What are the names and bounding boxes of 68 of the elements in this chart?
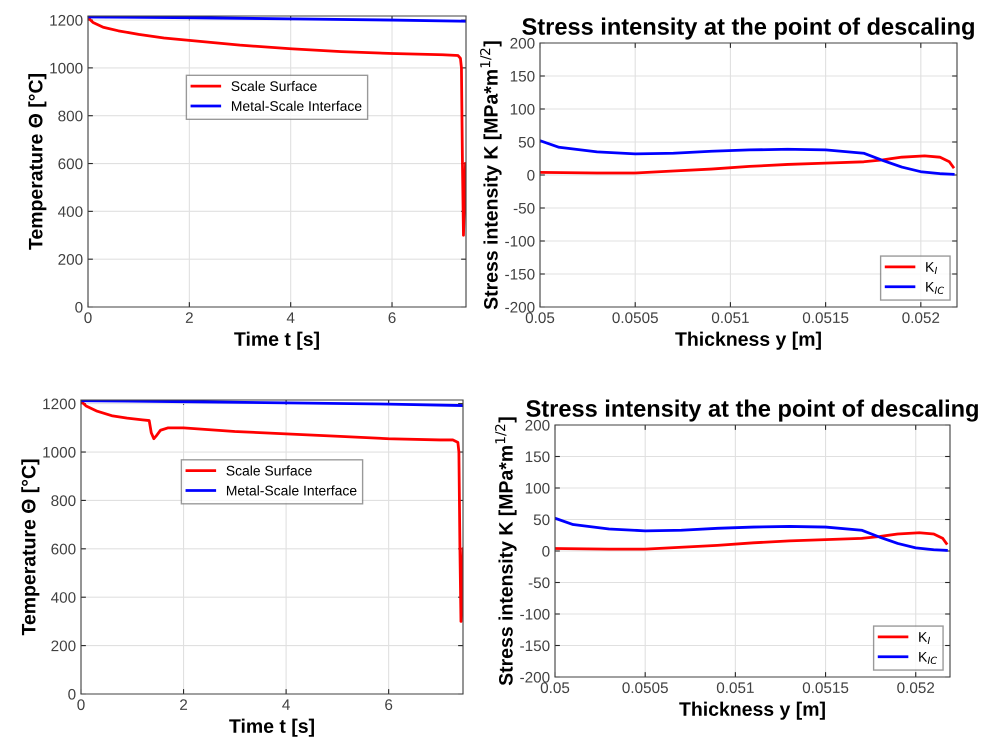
y-tick-label: -200 bbox=[505, 302, 535, 313]
x-tick-label: 0.05 bbox=[526, 312, 554, 324]
y-tick-label: 150 bbox=[510, 70, 535, 82]
y-tick-label: 400 bbox=[58, 206, 83, 218]
x-tick-label: 4 bbox=[282, 699, 290, 710]
legend-label: K$_{IC}$ bbox=[926, 282, 944, 294]
y-tick-label: 400 bbox=[51, 592, 76, 603]
x-tick-label: 0 bbox=[84, 312, 92, 324]
y-axis-title: Stress intensity K [MPa*m$^{1/2}$] bbox=[480, 41, 502, 310]
legend-label: K$_{I}$ bbox=[926, 262, 938, 274]
line-series bbox=[555, 531, 948, 550]
y-tick-label: 1200 bbox=[43, 398, 76, 410]
y-tick-label: 600 bbox=[58, 158, 83, 170]
y-axis-title: Temperature Θ [°C] bbox=[21, 460, 40, 636]
line-series bbox=[540, 154, 955, 174]
y-tick-label: 0 bbox=[75, 302, 83, 313]
y-tick-label: -50 bbox=[514, 202, 535, 214]
y-axis-title: Stress intensity K [MPa*m$^{1/2}$] bbox=[495, 417, 517, 686]
y-axis-title: Temperature Θ [°C] bbox=[28, 74, 46, 250]
line-series bbox=[555, 516, 948, 552]
y-tick-label: 1000 bbox=[50, 62, 83, 74]
x-axis-title: Thickness y [m] bbox=[675, 332, 821, 350]
y-tick-label: 100 bbox=[510, 104, 535, 115]
x-tick-label: 0.05 bbox=[540, 682, 570, 694]
x-tick-label: 0.0505 bbox=[622, 682, 668, 694]
y-tick-label: -200 bbox=[520, 672, 550, 683]
y-tick-label: 1000 bbox=[43, 446, 76, 458]
y-tick-label: 50 bbox=[518, 136, 535, 148]
x-tick-label: 4 bbox=[286, 312, 294, 323]
x-tick-label: 0.0505 bbox=[612, 312, 658, 324]
y-tick-label: 0 bbox=[527, 170, 535, 181]
y-tick-label: 800 bbox=[51, 495, 76, 506]
y-tick-label: -50 bbox=[528, 577, 550, 588]
x-axis-title: Time t [s] bbox=[234, 332, 319, 350]
x-tick-label: 0.051 bbox=[716, 682, 754, 694]
legend-label: Scale Surface bbox=[226, 465, 312, 476]
x-tick-label: 0.0515 bbox=[802, 682, 848, 694]
y-tick-label: -150 bbox=[505, 268, 535, 280]
x-tick-label: 0.052 bbox=[897, 682, 934, 694]
y-tick-label: 0 bbox=[542, 546, 550, 557]
x-tick-label: 0.052 bbox=[902, 312, 940, 324]
x-axis-title: Time t [s] bbox=[229, 718, 314, 737]
y-tick-label: 800 bbox=[58, 110, 83, 122]
y-tick-label: 1200 bbox=[50, 14, 83, 26]
x-tick-label: 0.051 bbox=[712, 312, 749, 324]
legend-label: K$_{IC}$ bbox=[919, 652, 938, 664]
y-tick-label: 600 bbox=[51, 544, 76, 554]
y-tick-label: -100 bbox=[520, 608, 550, 620]
y-tick-label: 200 bbox=[51, 640, 76, 652]
x-axis-title: Thickness y [m] bbox=[679, 702, 825, 720]
y-tick-label: 100 bbox=[526, 482, 550, 494]
y-tick-label: 200 bbox=[525, 420, 550, 431]
y-tick-label: 50 bbox=[534, 514, 550, 526]
legend-label: Metal-Scale Interface bbox=[232, 100, 362, 111]
legend-label: Metal-Scale Interface bbox=[226, 485, 356, 496]
y-tick-label: 200 bbox=[510, 38, 535, 49]
x-tick-label: 2 bbox=[180, 699, 188, 710]
x-tick-label: 0.0515 bbox=[802, 312, 848, 324]
y-tick-label: -100 bbox=[505, 236, 535, 247]
x-tick-label: 6 bbox=[388, 312, 396, 324]
y-tick-label: 150 bbox=[526, 451, 550, 462]
legend-label: Scale Surface bbox=[231, 80, 317, 92]
legend-label: K$_{I}$ bbox=[919, 632, 930, 644]
x-tick-label: 2 bbox=[186, 312, 193, 323]
y-tick-label: -150 bbox=[520, 640, 550, 652]
line-series bbox=[540, 139, 955, 176]
x-tick-label: 6 bbox=[385, 699, 392, 710]
y-tick-label: 200 bbox=[58, 254, 83, 265]
